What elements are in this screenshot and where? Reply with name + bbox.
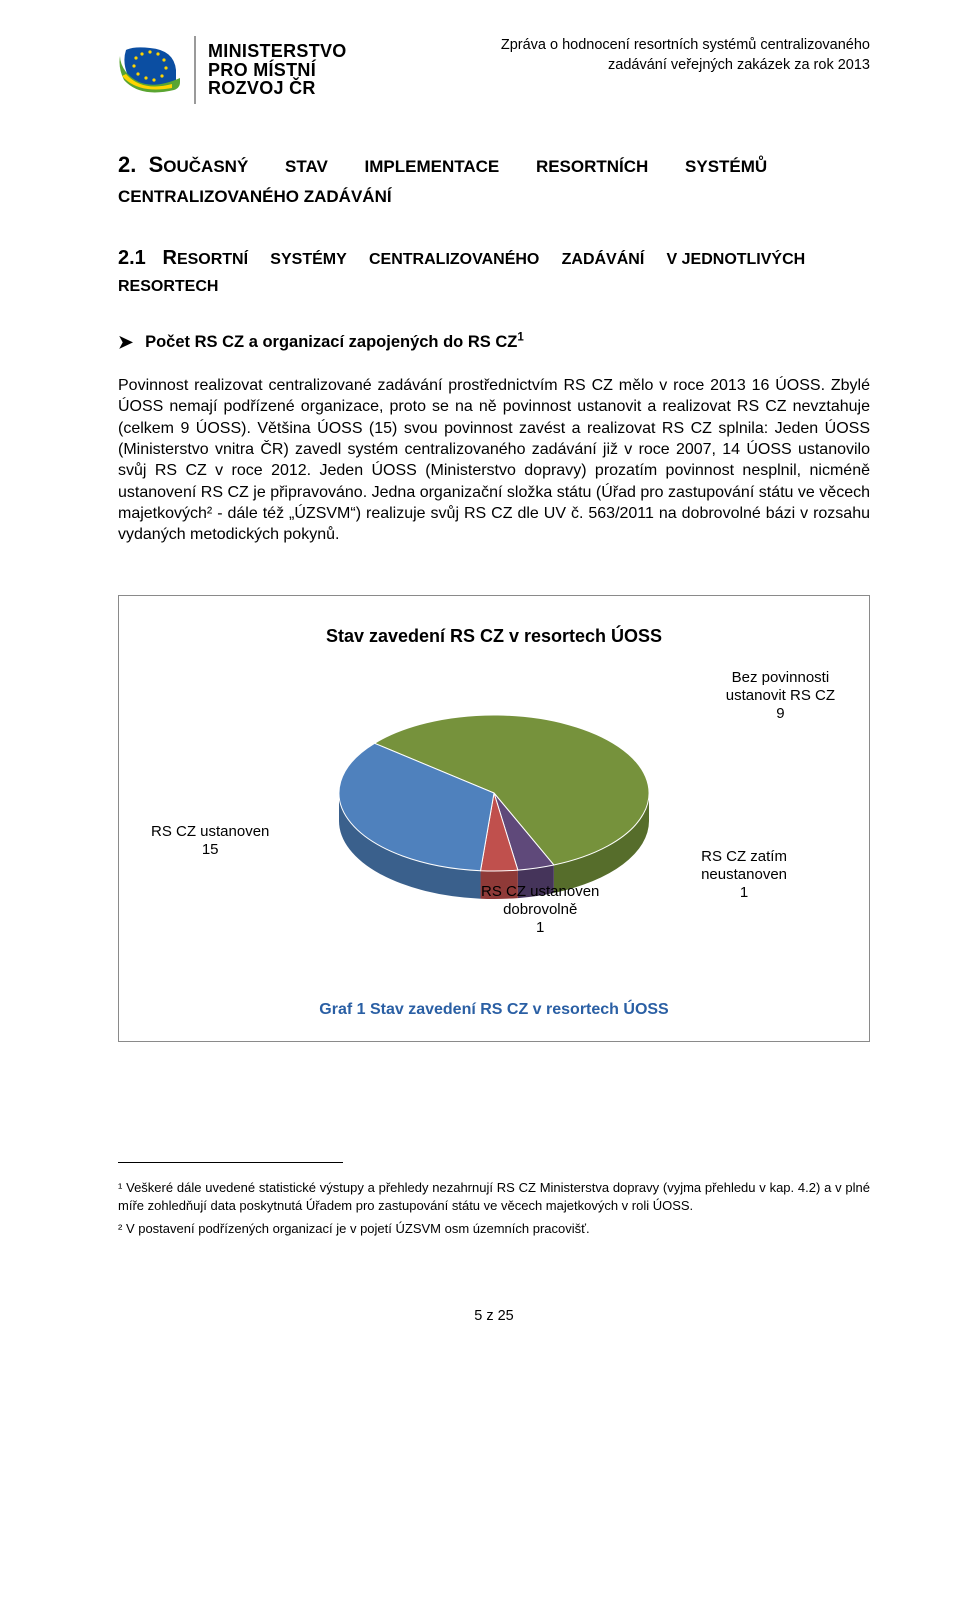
h2-w4: ZADÁVÁNÍ	[562, 251, 645, 268]
document-page: MINISTERSTVO PRO MÍSTNÍ ROZVOJ ČR Zpráva…	[0, 0, 960, 1601]
pie-label-purple-l1: RS CZ ustanoven	[481, 883, 599, 901]
pie-label-green-l2: 15	[151, 841, 269, 859]
pie-label-purple-l2: dobrovolně	[481, 901, 599, 919]
pie-label-red: RS CZ zatím neustanoven 1	[701, 848, 787, 902]
h1-w2: STAV	[285, 157, 328, 176]
pie-label-red-l1: RS CZ zatím	[701, 848, 787, 866]
footnote-2: ² V postavení podřízených organizací je …	[118, 1220, 870, 1238]
h2-number: 2.1	[118, 247, 146, 269]
pie-label-blue-l2: ustanovit RS CZ	[726, 687, 835, 705]
h2-w3: CENTRALIZOVANÉHO	[369, 251, 539, 268]
ministry-name: MINISTERSTVO PRO MÍSTNÍ ROZVOJ ČR	[208, 42, 347, 99]
footnote-1: ¹ Veškeré dále uvedené statistické výstu…	[118, 1179, 870, 1214]
chart-title: Stav zavedení RS CZ v resortech ÚOSS	[141, 626, 847, 647]
report-title: Zpráva o hodnocení resortních systémů ce…	[501, 36, 870, 75]
page-number: 5 z 25	[118, 1308, 870, 1324]
report-title-line1: Zpráva o hodnocení resortních systémů ce…	[501, 36, 870, 56]
eu-flag-logo-icon	[118, 46, 182, 94]
ministry-name-line3: ROZVOJ ČR	[208, 79, 347, 98]
h2-w1b: ESORTNÍ	[177, 251, 248, 268]
h1-w5: SYSTÉMŮ	[685, 157, 767, 176]
page-header: MINISTERSTVO PRO MÍSTNÍ ROZVOJ ČR Zpráva…	[118, 36, 870, 104]
pie-label-green: RS CZ ustanoven 15	[151, 823, 269, 859]
h2-w2: SYSTÉMY	[270, 251, 346, 268]
h2-w1a: R	[162, 247, 176, 269]
h1-w1a: S	[149, 152, 164, 177]
h1-line2: CENTRALIZOVANÉHO ZADÁVÁNÍ	[118, 187, 392, 206]
h2-line2: RESORTECH	[118, 278, 218, 295]
bullet-sup: 1	[517, 332, 523, 344]
pie-label-blue: Bez povinnosti ustanovit RS CZ 9	[726, 669, 835, 723]
pie-label-green-l1: RS CZ ustanoven	[151, 823, 269, 841]
ministry-logo: MINISTERSTVO PRO MÍSTNÍ ROZVOJ ČR	[118, 36, 347, 104]
h1-w4: RESORTNÍCH	[536, 157, 648, 176]
body-paragraph: Povinnost realizovat centralizované zadá…	[118, 375, 870, 545]
bullet-item: ➤ Počet RS CZ a organizací zapojených do…	[118, 333, 870, 353]
footnote-separator	[118, 1162, 343, 1163]
pie-chart: Bez povinnosti ustanovit RS CZ 9 RS CZ u…	[141, 673, 847, 973]
pie-label-blue-l1: Bez povinnosti	[726, 669, 835, 687]
ministry-name-line2: PRO MÍSTNÍ	[208, 61, 347, 80]
heading-1: 2. SOUČASNÝ STAV IMPLEMENTACE RESORTNÍCH…	[118, 150, 870, 209]
ministry-name-line1: MINISTERSTVO	[208, 42, 347, 61]
report-title-line2: zadávání veřejných zakázek za rok 2013	[501, 56, 870, 76]
pie-label-red-l3: 1	[701, 884, 787, 902]
h1-w3: IMPLEMENTACE	[365, 157, 500, 176]
bullet-text-main: Počet RS CZ a organizací zapojených do R…	[145, 333, 517, 351]
h1-w1b: OUČASNÝ	[163, 157, 248, 176]
h1-number: 2.	[118, 152, 136, 177]
pie-label-blue-l3: 9	[726, 705, 835, 723]
bullet-arrow-icon: ➤	[118, 333, 133, 353]
pie-label-red-l2: neustanoven	[701, 866, 787, 884]
logo-divider	[194, 36, 196, 104]
chart-caption: Graf 1 Stav zavedení RS CZ v resortech Ú…	[141, 1001, 847, 1019]
bullet-text: Počet RS CZ a organizací zapojených do R…	[145, 333, 524, 353]
pie-label-purple-l3: 1	[481, 919, 599, 937]
heading-2: 2.1 RESORTNÍ SYSTÉMY CENTRALIZOVANÉHO ZA…	[118, 245, 870, 299]
chart-container: Stav zavedení RS CZ v resortech ÚOSS Bez…	[118, 595, 870, 1042]
h2-w5: V JEDNOTLIVÝCH	[667, 251, 806, 268]
pie-label-purple: RS CZ ustanoven dobrovolně 1	[481, 883, 599, 937]
